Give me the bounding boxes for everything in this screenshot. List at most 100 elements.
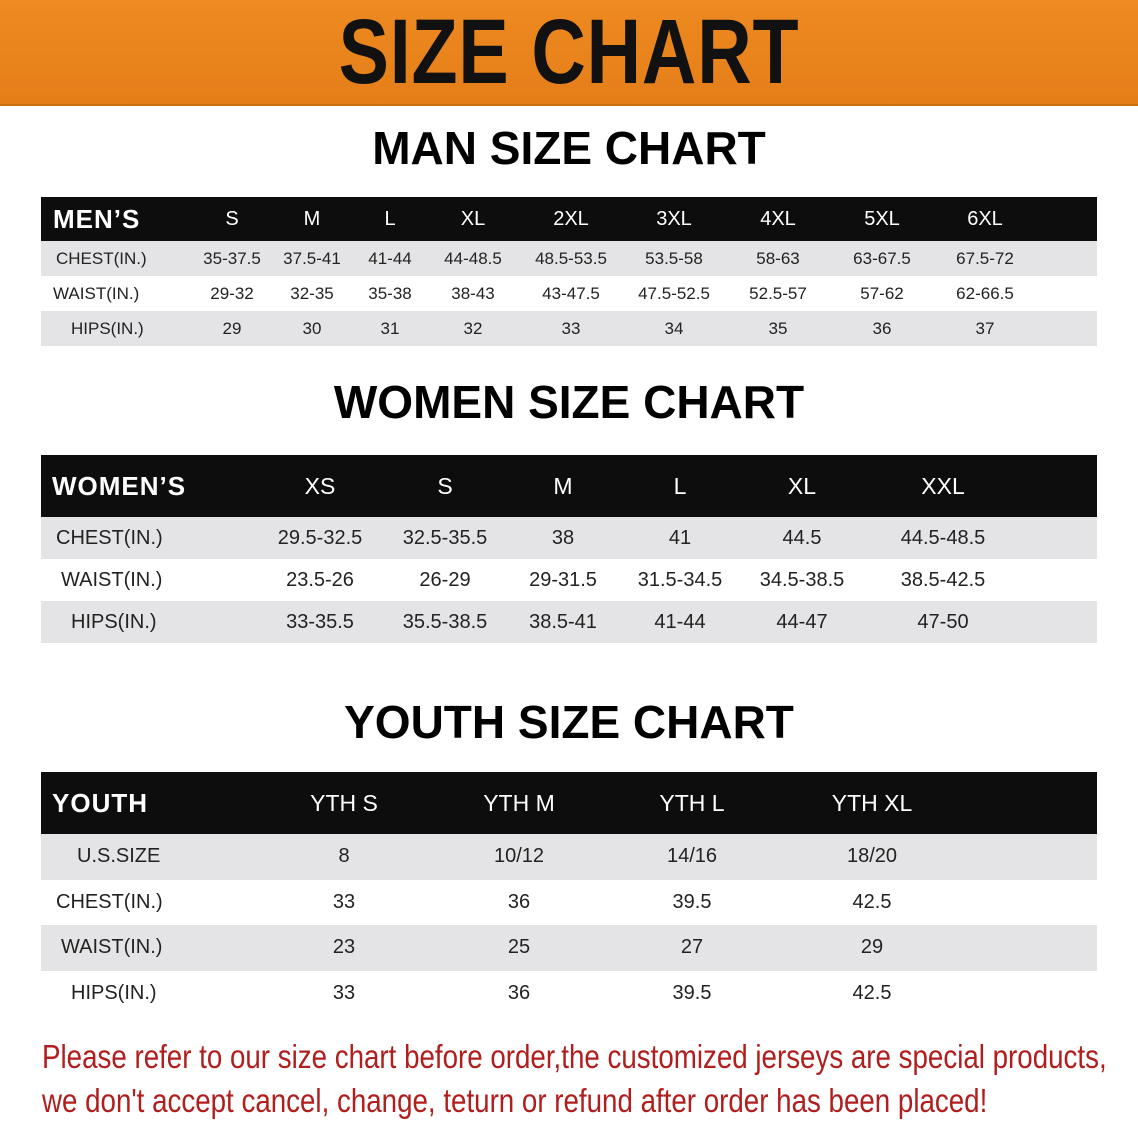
table-cell: 37 [975, 318, 995, 338]
size-header-3xl: 3XL [656, 207, 692, 230]
table-cell: 53.5-58 [645, 248, 703, 268]
banner: SIZE CHART [0, 0, 1138, 106]
table-cell: 67.5-72 [956, 248, 1014, 268]
women-size-table: WOMEN’S XS S M L XL XXL CHEST(IN.) 29.5-32.5 32.5… [41, 455, 1097, 643]
size-header-xl: XL [460, 207, 486, 230]
table-row: CHEST(IN.) 33 36 39.5 42.5 [41, 879, 1097, 925]
size-header-s: S [437, 472, 453, 499]
table-cell: 25 [507, 936, 531, 959]
table-cell: 23 [332, 936, 356, 959]
row-label: WAIST(IN.) [61, 936, 163, 959]
table-cell: 44.5-48.5 [900, 526, 986, 549]
table-cell: 47.5-52.5 [638, 283, 710, 303]
size-header-4xl: 4XL [760, 207, 796, 230]
row-label: CHEST(IN.) [56, 526, 163, 549]
header-label: WOMEN’S [52, 470, 187, 501]
table-row: HIPS(IN.) 33-35.5 35.5-38.5 38.5-41 41-44 44-… [41, 601, 1097, 643]
table-cell: 38.5-41 [529, 610, 597, 633]
notice-line-2: we don't accept cancel, change, teturn o… [42, 1082, 988, 1119]
men-size-table: MEN’S S M L XL 2XL 3XL 4XL 5XL 6XL CHEST(IN.) 35-37… [41, 197, 1097, 346]
table-cell: 33 [332, 981, 356, 1004]
table-cell: 35.5-38.5 [402, 610, 488, 633]
notice-line-1: Please refer to our size chart before or… [42, 1038, 1107, 1075]
table-cell: 63-67.5 [853, 248, 911, 268]
row-label: U.S.SIZE [77, 845, 161, 868]
table-cell: 36 [507, 981, 531, 1004]
size-header-yth-s: YTH S [310, 789, 378, 816]
size-header-xxl: XXL [921, 472, 965, 499]
table-cell: 31 [380, 318, 400, 338]
size-header-yth-m: YTH M [483, 789, 555, 816]
row-label: CHEST(IN.) [56, 248, 147, 268]
table-cell: 32.5-35.5 [402, 526, 488, 549]
table-cell: 33 [561, 318, 581, 338]
table-cell: 42.5 [852, 981, 892, 1004]
table-row: HIPS(IN.) 33 36 39.5 42.5 [41, 970, 1097, 1016]
table-cell: 38-43 [451, 283, 495, 303]
table-row: WAIST(IN.) 23 25 27 29 [41, 925, 1097, 971]
table-cell: 27 [680, 936, 704, 959]
table-cell: 36 [872, 318, 892, 338]
table-cell: 37.5-41 [283, 248, 341, 268]
table-cell: 44.5 [782, 526, 822, 549]
table-cell: 47-50 [917, 610, 969, 633]
table-cell: 29 [860, 936, 884, 959]
table-cell: 29 [222, 318, 242, 338]
table-cell: 44-48.5 [444, 248, 502, 268]
table-cell: 34.5-38.5 [759, 568, 845, 591]
table-cell: 8 [338, 845, 350, 868]
table-cell: 43-47.5 [542, 283, 600, 303]
table-cell: 39.5 [672, 981, 712, 1004]
table-row: CHEST(IN.) 35-37.5 37.5-41 41-44 44-48.5 48.5… [41, 241, 1097, 276]
table-cell: 33-35.5 [286, 610, 354, 633]
table-cell: 62-66.5 [956, 283, 1014, 303]
row-label: HIPS(IN.) [71, 318, 144, 338]
table-row: WAIST(IN.) 29-32 32-35 35-38 38-43 43-47.5 47.… [41, 276, 1097, 311]
table-cell: 42.5 [852, 890, 892, 913]
table-cell: 41-44 [368, 248, 412, 268]
table-cell: 31.5-34.5 [637, 568, 723, 591]
table-cell: 38 [551, 526, 575, 549]
size-header-s: S [225, 207, 239, 230]
table-cell: 44-47 [776, 610, 828, 633]
table-cell: 57-62 [860, 283, 904, 303]
table-cell: 38.5-42.5 [900, 568, 986, 591]
table-cell: 23.5-26 [286, 568, 354, 591]
table-cell: 30 [302, 318, 322, 338]
size-header-xl: XL [787, 472, 817, 499]
header-label: YOUTH [52, 787, 148, 818]
table-cell: 34 [664, 318, 684, 338]
size-header-2xl: 2XL [553, 207, 589, 230]
size-header-l: L [384, 207, 396, 230]
table-row: CHEST(IN.) 29.5-32.5 32.5-35.5 38 41 44.5 44.5… [41, 517, 1097, 559]
table-cell: 35-37.5 [203, 248, 261, 268]
table-cell: 35 [768, 318, 788, 338]
table-cell: 33 [332, 890, 356, 913]
table-cell: 32 [463, 318, 483, 338]
table-cell: 58-63 [756, 248, 800, 268]
size-header-yth-xl: YTH XL [831, 789, 913, 816]
table-cell: 41 [668, 526, 692, 549]
row-label: WAIST(IN.) [61, 568, 163, 591]
banner-title: SIZE CHART [338, 1, 800, 103]
row-label: HIPS(IN.) [71, 981, 157, 1004]
table-cell: 39.5 [672, 890, 712, 913]
table-cell: 10/12 [493, 845, 545, 868]
row-label: WAIST(IN.) [53, 283, 140, 303]
header-label: MEN’S [53, 203, 141, 234]
size-header-xs: XS [304, 472, 336, 499]
men-section-title: MAN SIZE CHART [372, 122, 766, 174]
table-cell: 36 [507, 890, 531, 913]
table-header-row: WOMEN’S XS S M L XL XXL [41, 455, 1097, 517]
table-cell: 48.5-53.5 [535, 248, 607, 268]
table-header-row: YOUTH YTH S YTH M YTH L YTH XL [41, 772, 1097, 834]
row-label: CHEST(IN.) [56, 890, 163, 913]
table-cell: 29-31.5 [529, 568, 597, 591]
size-header-5xl: 5XL [864, 207, 900, 230]
table-cell: 41-44 [654, 610, 706, 633]
table-cell: 29.5-32.5 [277, 526, 363, 549]
table-cell: 32-35 [290, 283, 334, 303]
size-header-m: M [553, 472, 573, 499]
table-cell: 52.5-57 [749, 283, 807, 303]
table-header-row: MEN’S S M L XL 2XL 3XL 4XL 5XL 6XL [41, 197, 1097, 241]
